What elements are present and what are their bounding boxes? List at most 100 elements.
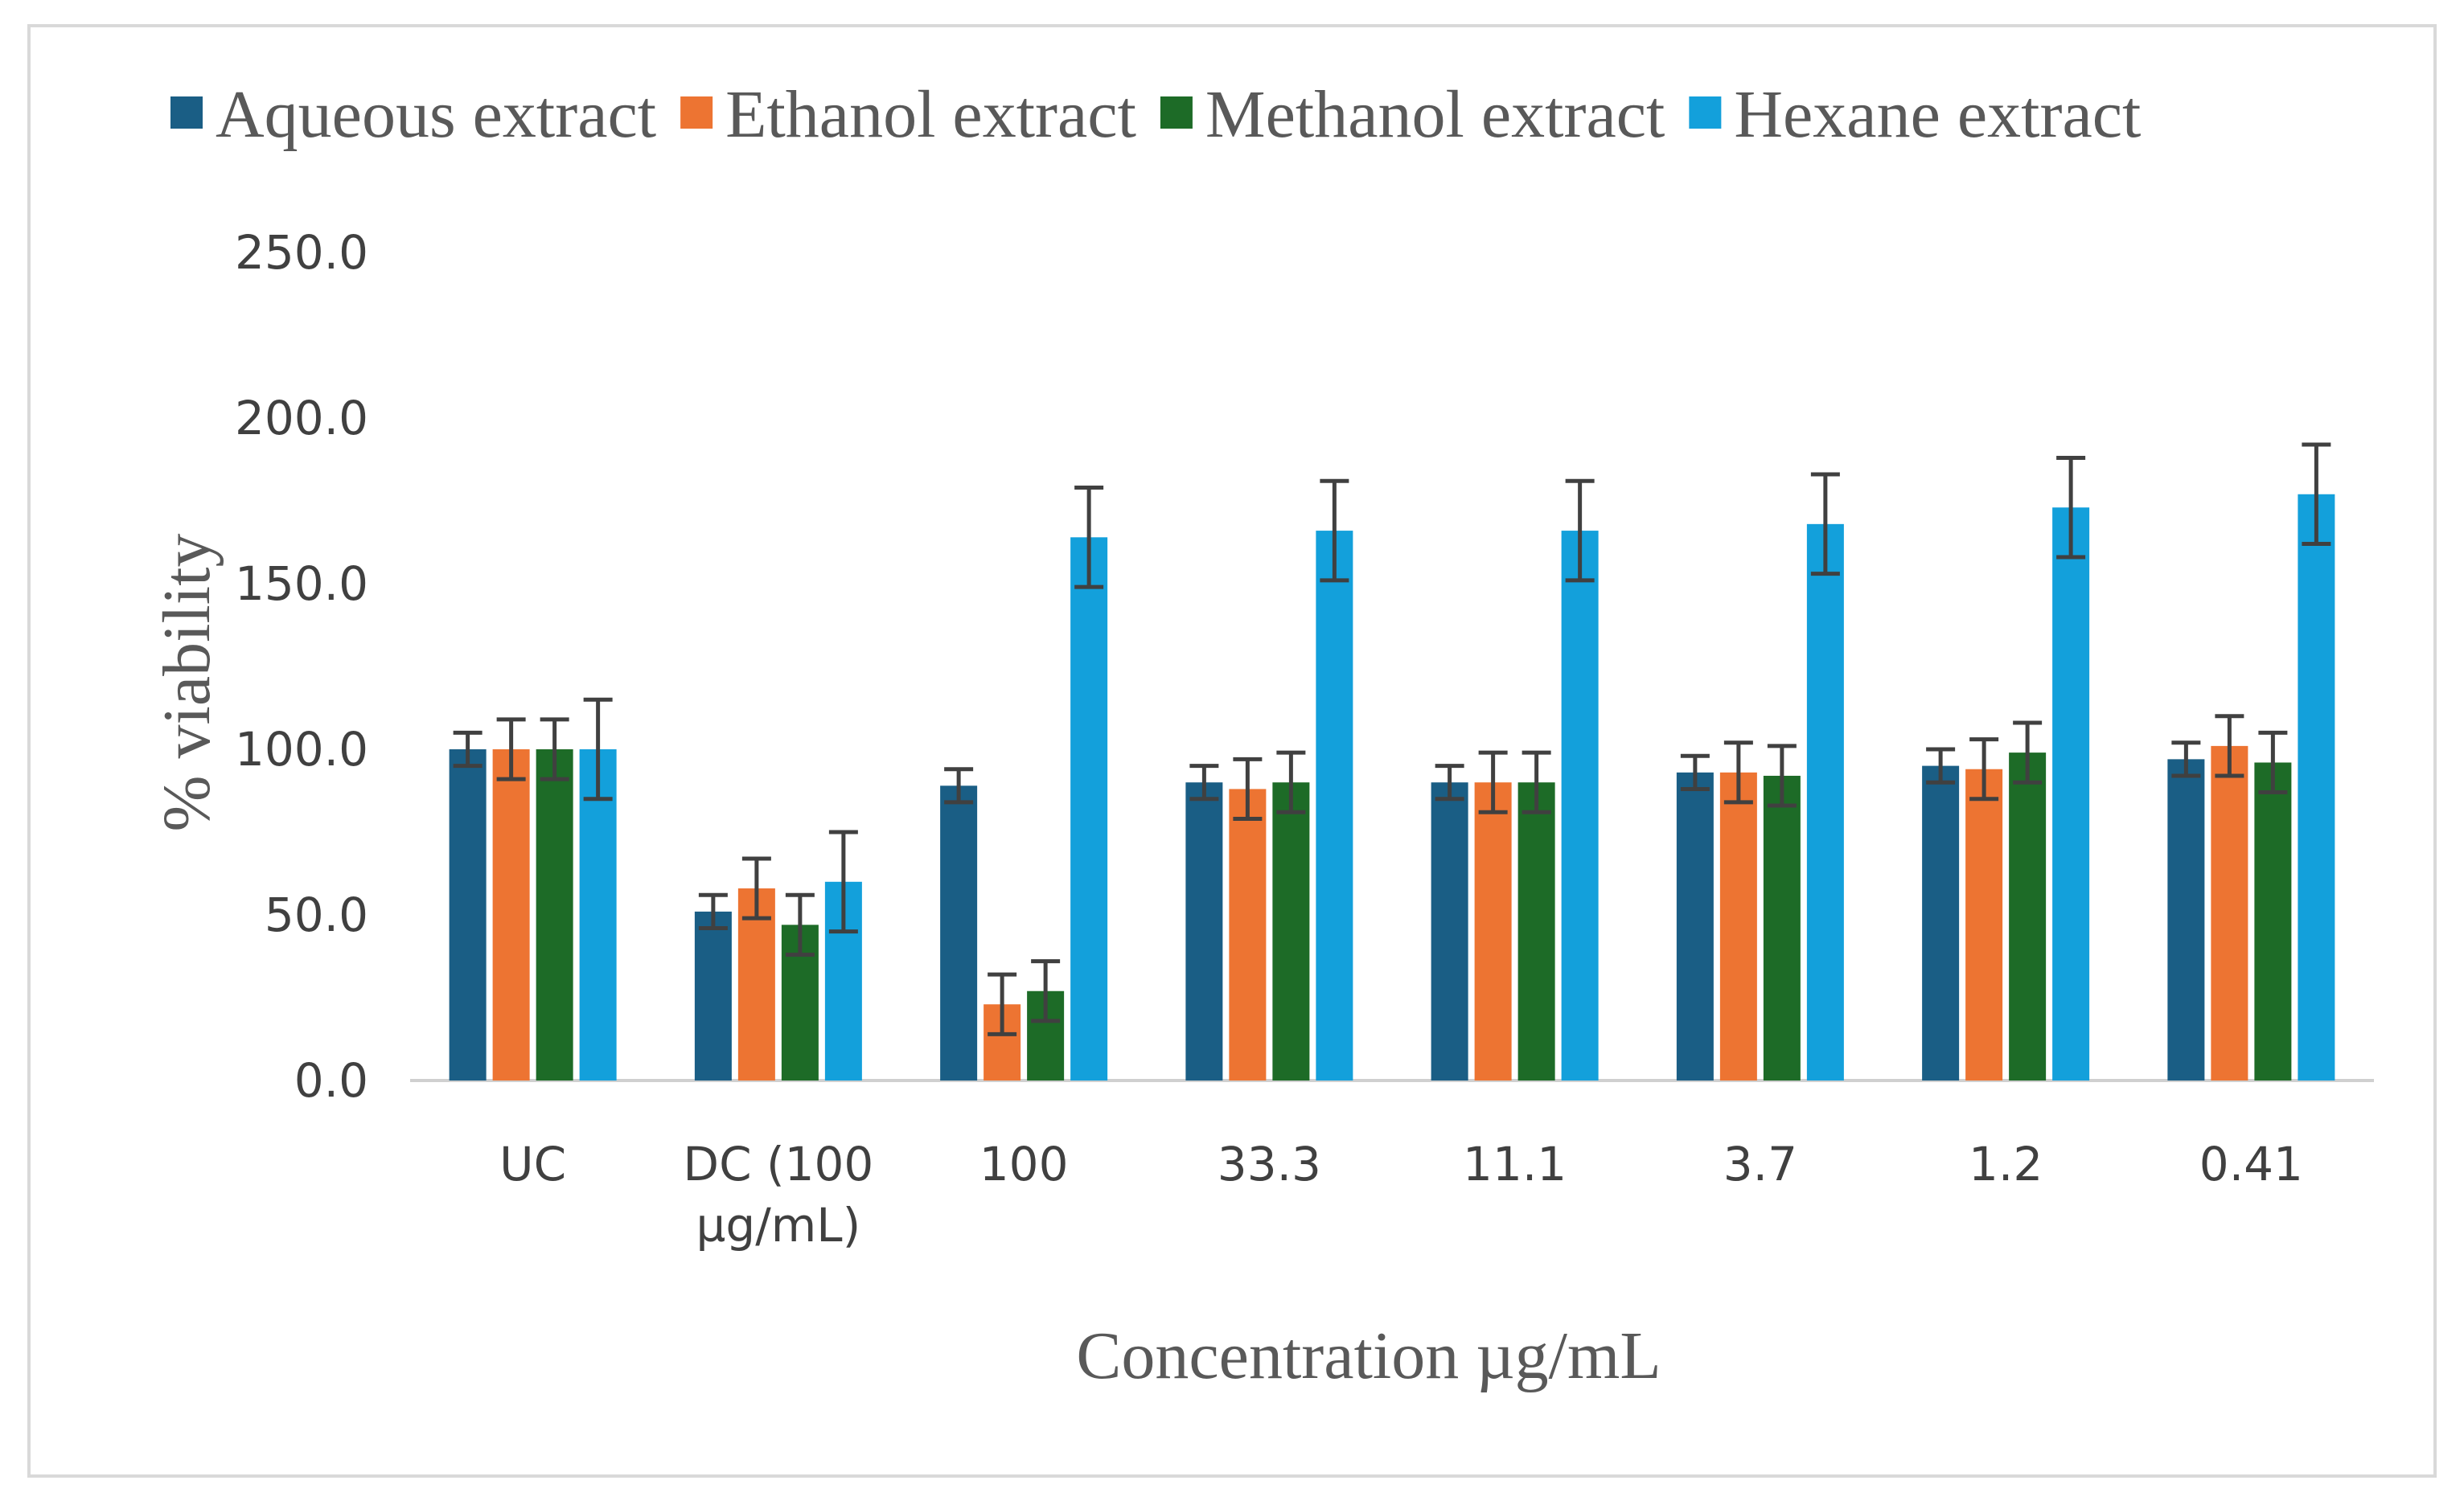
error-bar bbox=[828, 830, 858, 934]
bars bbox=[449, 494, 2335, 1081]
bar-hexane-extract bbox=[579, 749, 617, 1081]
error-bar bbox=[1478, 750, 1508, 814]
error-bar bbox=[1435, 764, 1464, 802]
bar-hexane-extract bbox=[1561, 531, 1599, 1081]
x-tick-label: UC bbox=[499, 1137, 566, 1191]
bar-ethanol-extract bbox=[1229, 789, 1267, 1081]
error-bar bbox=[1767, 744, 1797, 808]
x-tick-label-line: 3.7 bbox=[1723, 1137, 1797, 1191]
bar-ethanol-extract bbox=[2211, 745, 2248, 1081]
bar-methanol-extract bbox=[2009, 752, 2047, 1081]
x-tick-label: 0.41 bbox=[2199, 1137, 2303, 1191]
x-tick-label: DC (100 µg/mL) bbox=[683, 1137, 873, 1253]
y-tick-label: 50.0 bbox=[265, 888, 368, 942]
legend-swatch bbox=[1689, 96, 1722, 129]
error-bar bbox=[1189, 764, 1219, 802]
y-tick-label: 150.0 bbox=[235, 556, 368, 611]
x-tick-label-line: 0.41 bbox=[2199, 1137, 2303, 1191]
legend-label: Methanol extract bbox=[1205, 77, 1665, 152]
y-tick-label: 200.0 bbox=[235, 391, 368, 445]
bar-methanol-extract bbox=[1517, 782, 1555, 1081]
error-bar bbox=[1810, 472, 1840, 576]
error-bar bbox=[1969, 737, 1999, 802]
legend-item: Hexane extract bbox=[1689, 77, 2141, 152]
bar-chart: Aqueous extract Ethanol extract Methanol e… bbox=[150, 77, 2374, 1393]
error-bar bbox=[453, 730, 483, 769]
bar-hexane-extract bbox=[1806, 523, 1844, 1081]
error-bar bbox=[2215, 714, 2244, 778]
y-tick-label: 250.0 bbox=[235, 225, 368, 280]
bar-hexane-extract bbox=[2052, 507, 2090, 1081]
legend-label: Aqueous extract bbox=[216, 77, 656, 152]
x-tick-label-line: 1.2 bbox=[1969, 1137, 2043, 1191]
bar-ethanol-extract bbox=[737, 888, 775, 1081]
bar-aqueous-extract bbox=[694, 911, 732, 1081]
error-bar bbox=[1320, 478, 1349, 583]
bar-aqueous-extract bbox=[449, 749, 487, 1081]
error-bar bbox=[698, 892, 728, 930]
bar-hexane-extract bbox=[2298, 494, 2335, 1081]
x-tick-label-line: µg/mL) bbox=[696, 1198, 861, 1253]
y-axis-title: % viability bbox=[150, 534, 224, 832]
x-tick-label-line: UC bbox=[499, 1137, 566, 1191]
error-bar bbox=[2302, 442, 2331, 547]
bar-aqueous-extract bbox=[1676, 772, 1714, 1081]
bar-ethanol-extract bbox=[492, 749, 530, 1081]
y-axis: 0.0 50.0 100.0 150.0 200.0 250.0 bbox=[235, 225, 368, 1108]
x-axis: UC DC (100 µg/mL) 100 33.3 11.1 3.7 1.2 0.41 bbox=[410, 1079, 2374, 1253]
x-tick-label: 100 bbox=[979, 1137, 1069, 1191]
bar-ethanol-extract bbox=[1965, 769, 2003, 1081]
bar-methanol-extract bbox=[2254, 762, 2292, 1081]
legend-item: Methanol extract bbox=[1160, 77, 1665, 152]
error-bar bbox=[583, 697, 613, 802]
y-tick-label: 0.0 bbox=[294, 1053, 368, 1108]
bar-aqueous-extract bbox=[1431, 782, 1468, 1081]
bar-methanol-extract bbox=[1272, 782, 1310, 1081]
error-bar bbox=[741, 856, 771, 921]
error-bar bbox=[1031, 959, 1061, 1023]
legend: Aqueous extract Ethanol extract Methanol e… bbox=[170, 77, 2141, 152]
error-bar bbox=[540, 717, 569, 781]
error-bar bbox=[2258, 730, 2288, 795]
bar-aqueous-extract bbox=[940, 785, 978, 1081]
error-bar bbox=[2013, 720, 2043, 785]
x-tick-label: 11.1 bbox=[1463, 1137, 1567, 1191]
error-bar bbox=[1522, 750, 1551, 814]
x-tick-label: 3.7 bbox=[1723, 1137, 1797, 1191]
error-bar bbox=[1926, 747, 1956, 785]
bar-methanol-extract bbox=[1763, 775, 1801, 1081]
legend-item: Aqueous extract bbox=[170, 77, 656, 152]
legend-label: Ethanol extract bbox=[725, 77, 1136, 152]
bar-ethanol-extract bbox=[1474, 782, 1512, 1081]
error-bars bbox=[453, 442, 2331, 1036]
x-tick-label-line: DC (100 bbox=[683, 1137, 873, 1191]
x-axis-title: Concentration µg/mL bbox=[1076, 1318, 1661, 1393]
legend-swatch bbox=[1160, 96, 1193, 129]
y-tick-label: 100.0 bbox=[235, 722, 368, 777]
legend-swatch bbox=[680, 96, 713, 129]
error-bar bbox=[496, 717, 526, 781]
bar-hexane-extract bbox=[1070, 537, 1108, 1081]
x-tick-label-line: 11.1 bbox=[1463, 1137, 1567, 1191]
legend-label: Hexane extract bbox=[1734, 77, 2141, 152]
bar-aqueous-extract bbox=[1922, 765, 1960, 1081]
x-tick-label: 1.2 bbox=[1969, 1137, 2043, 1191]
error-bar bbox=[785, 892, 815, 957]
error-bar bbox=[1680, 753, 1710, 791]
error-bar bbox=[1233, 757, 1263, 822]
bar-methanol-extract bbox=[536, 749, 573, 1081]
legend-swatch bbox=[170, 96, 203, 129]
x-tick-label-line: 100 bbox=[979, 1137, 1069, 1191]
error-bar bbox=[2171, 740, 2201, 778]
error-bar bbox=[1565, 478, 1595, 583]
x-tick-label: 33.3 bbox=[1218, 1137, 1321, 1191]
error-bar bbox=[988, 972, 1017, 1036]
legend-item: Ethanol extract bbox=[680, 77, 1136, 152]
error-bar bbox=[1074, 486, 1104, 589]
bar-aqueous-extract bbox=[2167, 759, 2205, 1081]
bar-aqueous-extract bbox=[1185, 782, 1223, 1081]
error-bar bbox=[944, 767, 974, 805]
bar-ethanol-extract bbox=[1719, 772, 1757, 1081]
error-bar bbox=[1276, 750, 1306, 814]
chart-frame: Aqueous extract Ethanol extract Methanol e… bbox=[27, 24, 2437, 1478]
